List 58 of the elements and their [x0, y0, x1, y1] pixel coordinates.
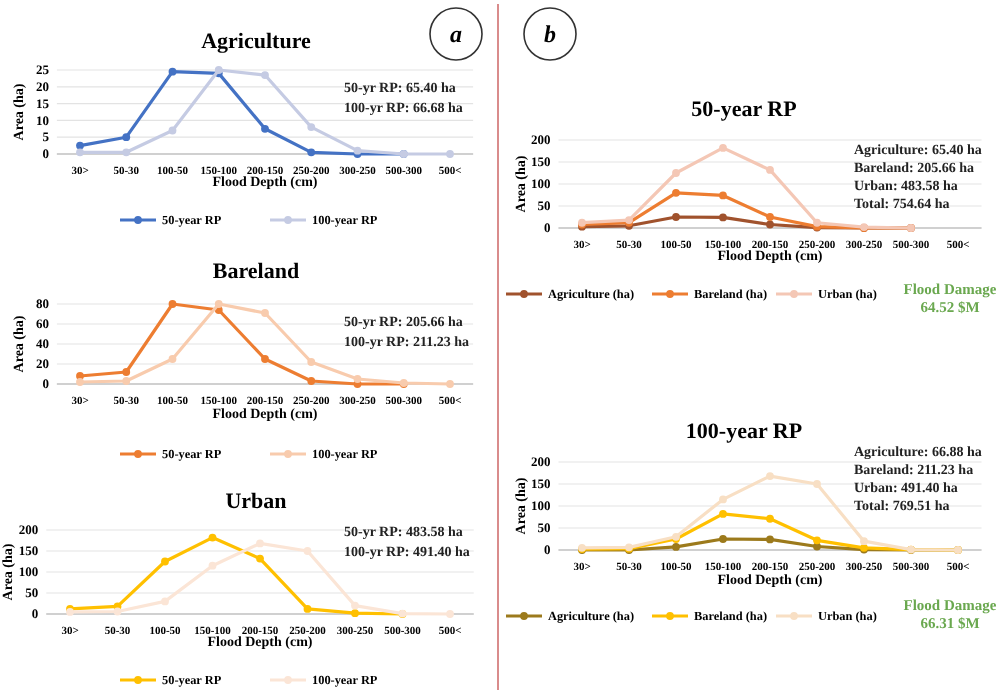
point: [766, 472, 774, 480]
point: [168, 300, 177, 308]
point: [307, 148, 316, 157]
point: [303, 605, 312, 613]
point: [766, 514, 774, 523]
point: [208, 561, 217, 570]
point: [122, 377, 131, 385]
point: [766, 213, 774, 221]
point: [813, 542, 821, 551]
point: [261, 309, 269, 317]
point: [76, 378, 84, 386]
point: [261, 71, 269, 79]
point: [261, 124, 269, 133]
point: [256, 539, 264, 548]
point: [122, 148, 131, 157]
point: [719, 144, 727, 152]
point: [813, 480, 821, 488]
point: [351, 601, 359, 610]
chart-title: 100-year RP: [685, 420, 803, 444]
point: [813, 536, 821, 545]
point: [76, 141, 84, 150]
point: [168, 355, 177, 363]
point: [719, 495, 727, 504]
point: [168, 67, 177, 76]
point: [261, 355, 269, 363]
point: [766, 166, 774, 174]
point: [76, 148, 84, 157]
point: [161, 597, 169, 606]
point: [672, 169, 680, 177]
point: [256, 554, 264, 563]
chart-title: Agriculture: [201, 30, 312, 54]
point: [860, 537, 868, 546]
point: [719, 191, 727, 200]
text: a: [450, 20, 462, 48]
point: [214, 300, 223, 308]
point: [168, 126, 177, 135]
text: b: [544, 20, 556, 48]
chart-title: 50-year RP: [691, 98, 798, 122]
point: [113, 607, 122, 616]
point: [208, 533, 217, 542]
point: [353, 375, 362, 383]
point: [161, 557, 169, 566]
point: [672, 543, 680, 551]
point: [307, 123, 316, 132]
point: [672, 188, 680, 197]
point: [766, 535, 774, 544]
chart-title: Urban: [225, 490, 287, 514]
point: [766, 220, 774, 229]
point: [719, 510, 727, 518]
point: [719, 213, 727, 222]
point: [307, 377, 316, 385]
point: [719, 535, 727, 543]
point: [122, 368, 131, 376]
point: [122, 133, 131, 142]
point: [303, 547, 312, 555]
point: [672, 213, 680, 221]
chart-title: Bareland: [212, 260, 300, 284]
point: [307, 358, 316, 366]
